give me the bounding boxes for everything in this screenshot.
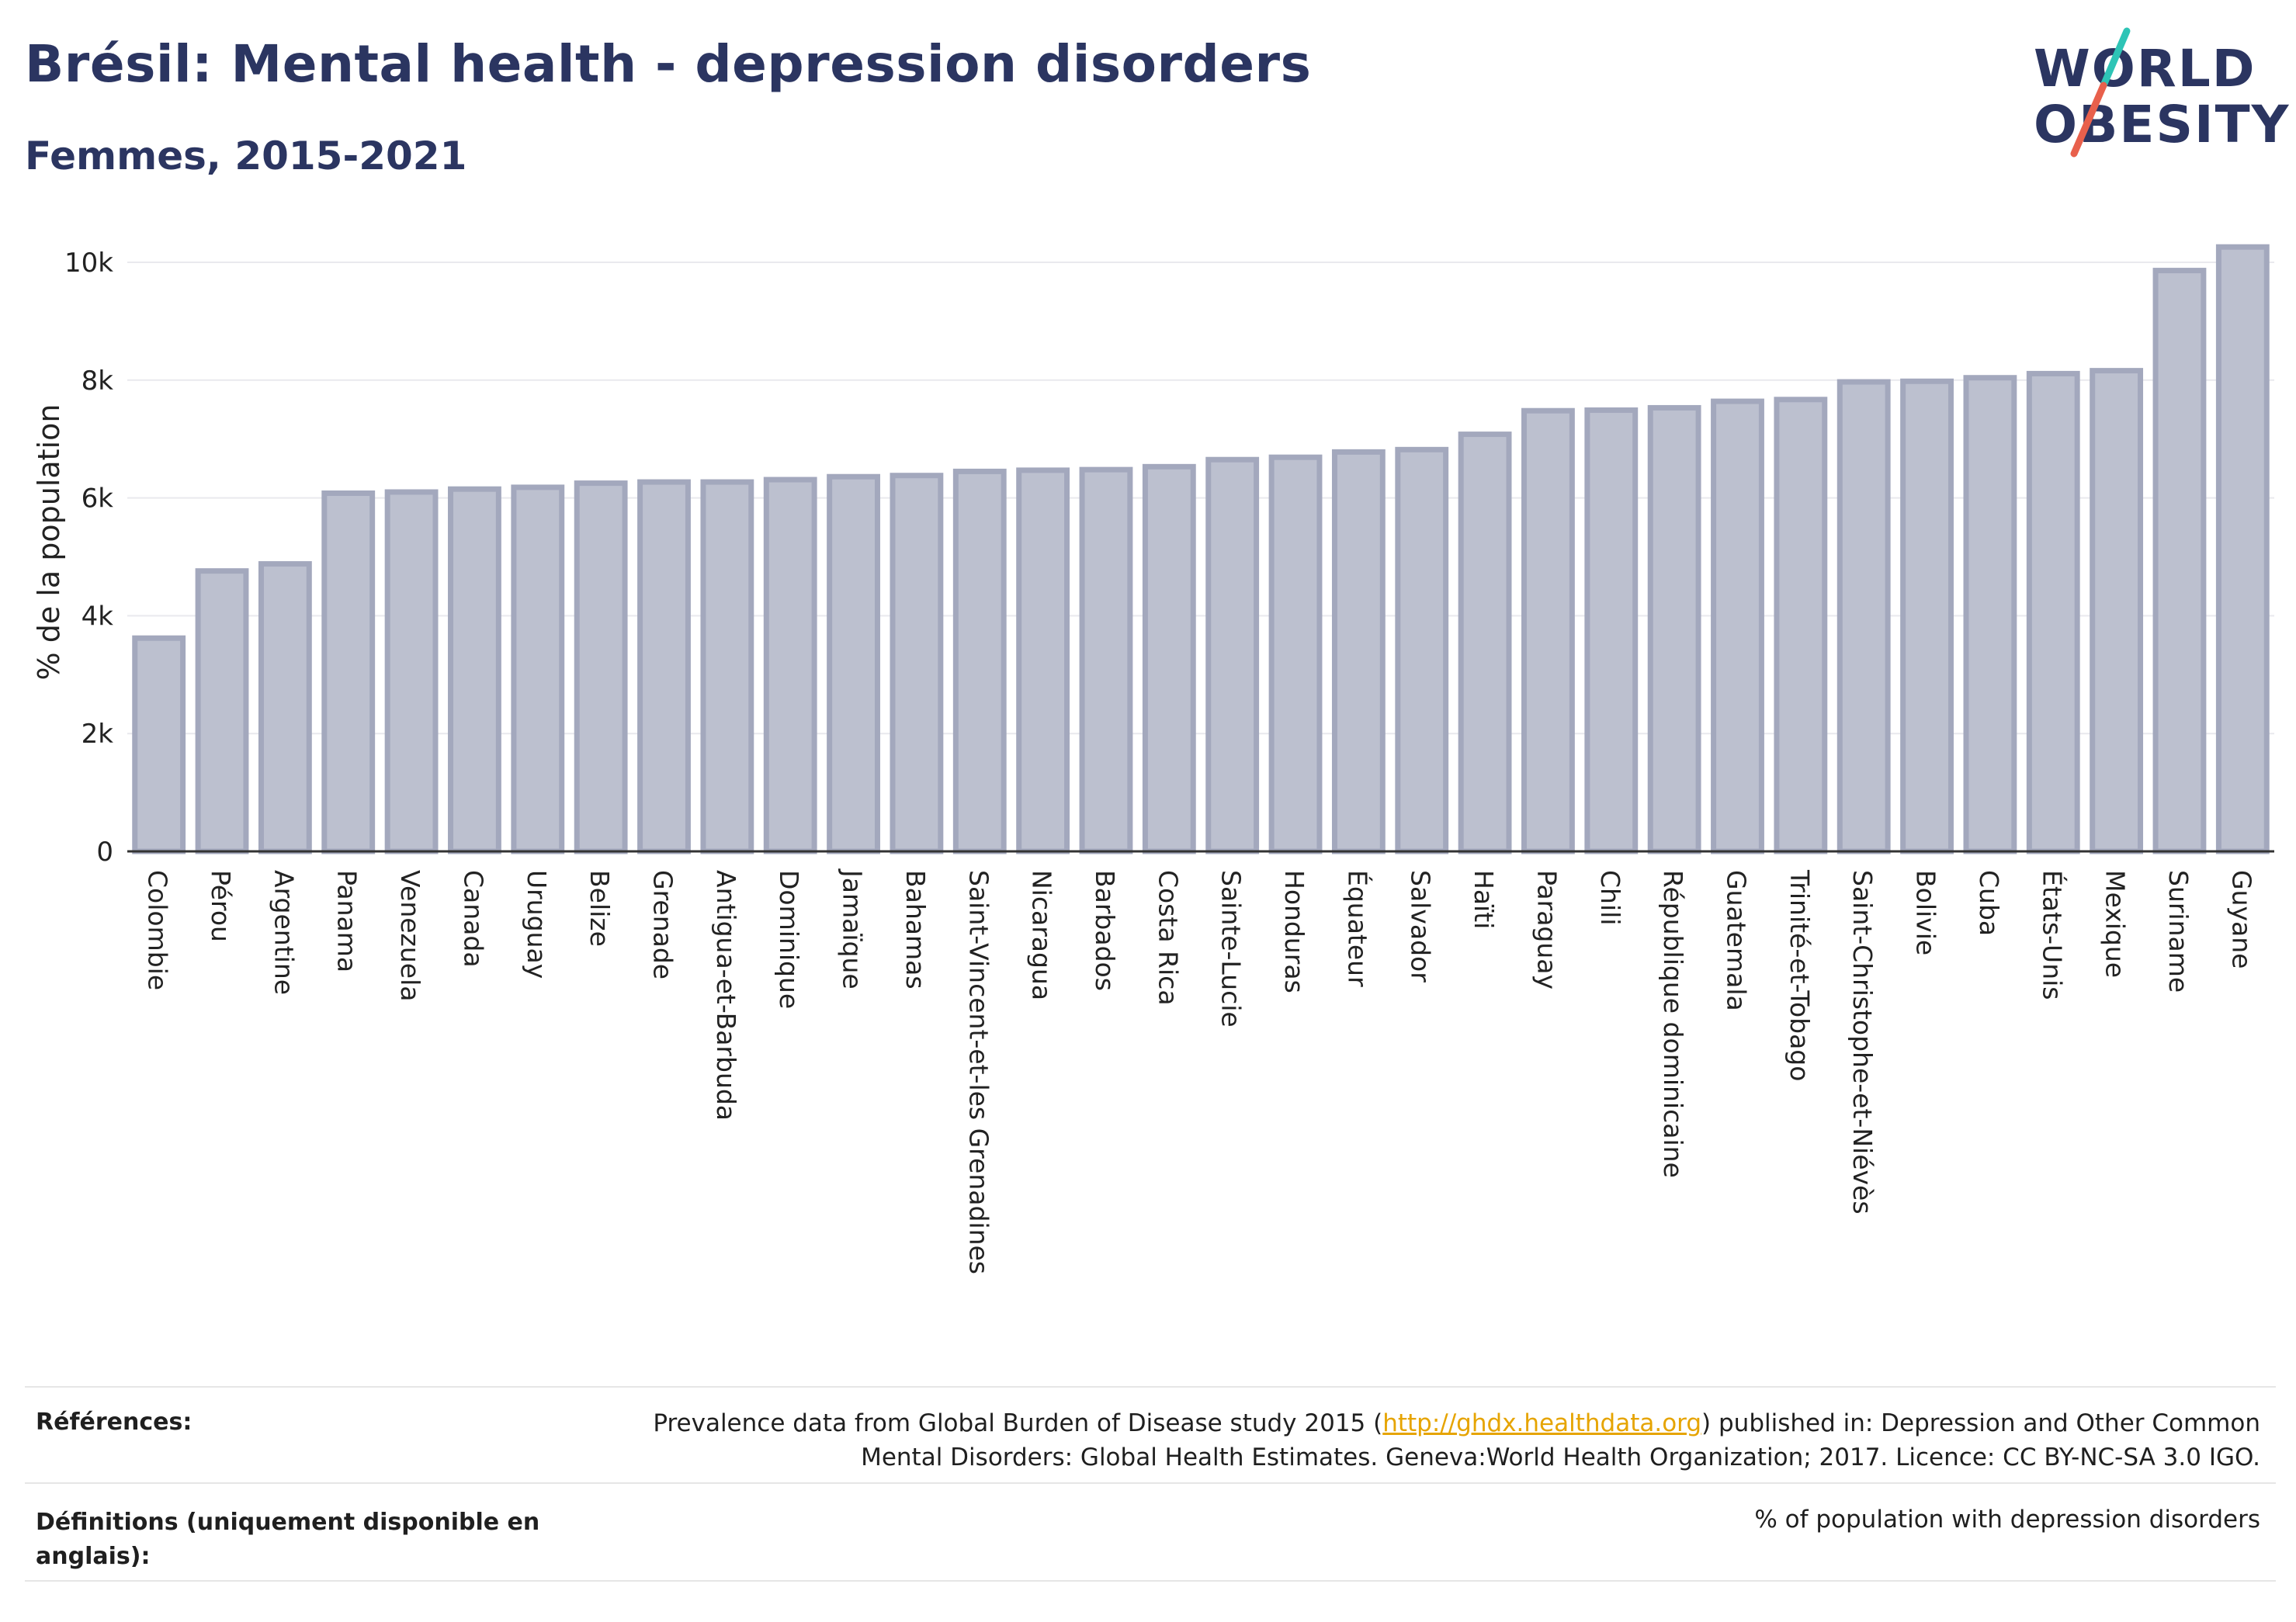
bar	[2026, 370, 2080, 854]
bar	[1458, 431, 1512, 854]
x-tick-label: Chili	[1595, 870, 1625, 925]
footer-divider-bottom	[25, 1580, 2276, 1582]
y-tick-label: 6k	[82, 483, 114, 515]
bar	[321, 490, 376, 854]
x-tick-label: Cuba	[1974, 870, 2004, 936]
x-tick-label: Sainte-Lucie	[1216, 870, 1247, 1028]
x-tick-label: Venezuela	[395, 870, 425, 1001]
x-tick-label: Saint-Christophe-et-Niévès	[1847, 870, 1878, 1215]
x-tick-label: Suriname	[2163, 870, 2194, 993]
y-tick-label: 2k	[82, 719, 114, 750]
bar	[2152, 268, 2207, 854]
bar	[1963, 375, 2017, 854]
bar	[763, 477, 817, 854]
x-tick-label: Costa Rica	[1153, 870, 1183, 1006]
bar-chart: 0 2k 4k 6k 8k 10k % de la population Colombie Pé…	[32, 244, 2274, 1274]
bar	[827, 473, 880, 854]
x-tick-label: Argentine	[269, 870, 299, 995]
y-tick-label: 8k	[82, 366, 114, 397]
bar	[1142, 463, 1196, 854]
x-tick-label: Pérou	[206, 870, 236, 942]
x-tick-label: Bolivie	[1911, 870, 1941, 955]
x-tick-label: Trinité-et-Tobago	[1784, 869, 1815, 1081]
bar	[952, 468, 1007, 854]
x-tick-label: Équateur	[1342, 870, 1373, 987]
x-tick-label: Grenade	[648, 870, 678, 979]
y-tick-label: 0	[96, 837, 113, 868]
bar	[1395, 446, 1449, 854]
bar	[1331, 449, 1386, 854]
bar	[637, 479, 691, 854]
bar	[890, 473, 944, 854]
bar	[195, 568, 249, 854]
y-tick-label: 4k	[82, 601, 114, 632]
definitions-label: Définitions (uniquement disponible en an…	[36, 1509, 540, 1570]
x-tick-label: Barbados	[1090, 870, 1120, 991]
footer-divider-middle	[25, 1482, 2276, 1484]
bar	[1584, 407, 1639, 854]
x-tick-label: Dominique	[774, 870, 804, 1009]
x-tick-label: Guyane	[2226, 870, 2256, 969]
bar	[1521, 407, 1575, 854]
x-tick-label: Colombie	[143, 870, 173, 990]
x-tick-label: Belize	[584, 870, 615, 947]
x-tick-label: Antigua-et-Barbuda	[711, 870, 741, 1121]
bar	[1016, 467, 1070, 854]
x-tick-label: Saint-Vincent-et-les Grenadines	[963, 870, 994, 1274]
x-tick-label: Mexique	[2100, 870, 2131, 978]
world-obesity-logo: WORLD OBESITY	[2018, 23, 2288, 163]
bar	[132, 635, 186, 854]
x-tick-label: Canada	[458, 870, 488, 968]
definitions-text: % of population with depression disorder…	[1754, 1506, 2260, 1534]
bar	[2090, 368, 2144, 854]
x-tick-label: Haïti	[1469, 870, 1499, 929]
x-tick-label: République dominicaine	[1658, 870, 1688, 1178]
x-tick-label: Guatemala	[1722, 870, 1752, 1011]
x-tick-label: Salvador	[1406, 870, 1436, 983]
footer-divider-top	[25, 1386, 2276, 1388]
bar	[2215, 244, 2270, 854]
references-text-pre: Prevalence data from Global Burden of Di…	[653, 1409, 1383, 1437]
bar	[700, 479, 754, 854]
y-axis-label: % de la population	[32, 404, 66, 681]
x-tick-label: Jamaïque	[838, 868, 868, 989]
x-tick-label: Uruguay	[522, 870, 552, 979]
bar	[1900, 378, 1954, 854]
references-text-post: ) published in: Depression and Other Com…	[861, 1409, 2260, 1471]
bar	[258, 561, 312, 854]
logo-slash-icon	[2070, 27, 2131, 158]
y-tick-label: 10k	[64, 248, 113, 279]
bar	[1836, 379, 1891, 854]
references-label: Références:	[36, 1409, 192, 1436]
bar	[1647, 404, 1701, 854]
x-tick-label: Panama	[332, 870, 362, 972]
bar	[1711, 398, 1764, 854]
bar	[448, 486, 501, 854]
x-tick-label: États-Unis	[2037, 870, 2068, 1000]
x-tick-label: Bahamas	[900, 870, 931, 989]
x-tick-label: Paraguay	[1531, 870, 1562, 989]
bar	[1205, 456, 1260, 854]
x-tick-label: Nicaragua	[1027, 870, 1057, 1000]
bar	[384, 489, 439, 854]
bar	[1774, 397, 1828, 854]
page-title: Brésil: Mental health - depression disor…	[25, 34, 1312, 94]
bar	[574, 480, 628, 854]
page-subtitle: Femmes, 2015-2021	[25, 133, 467, 178]
bar	[1079, 466, 1133, 854]
references-link[interactable]: http://ghdx.healthdata.org	[1382, 1409, 1702, 1437]
references-text: Prevalence data from Global Burden of Di…	[630, 1406, 2260, 1475]
x-tick-label: Honduras	[1279, 870, 1309, 993]
logo-line-1: WORLD	[2034, 39, 2256, 99]
bar	[511, 484, 565, 854]
bar	[1268, 454, 1323, 854]
